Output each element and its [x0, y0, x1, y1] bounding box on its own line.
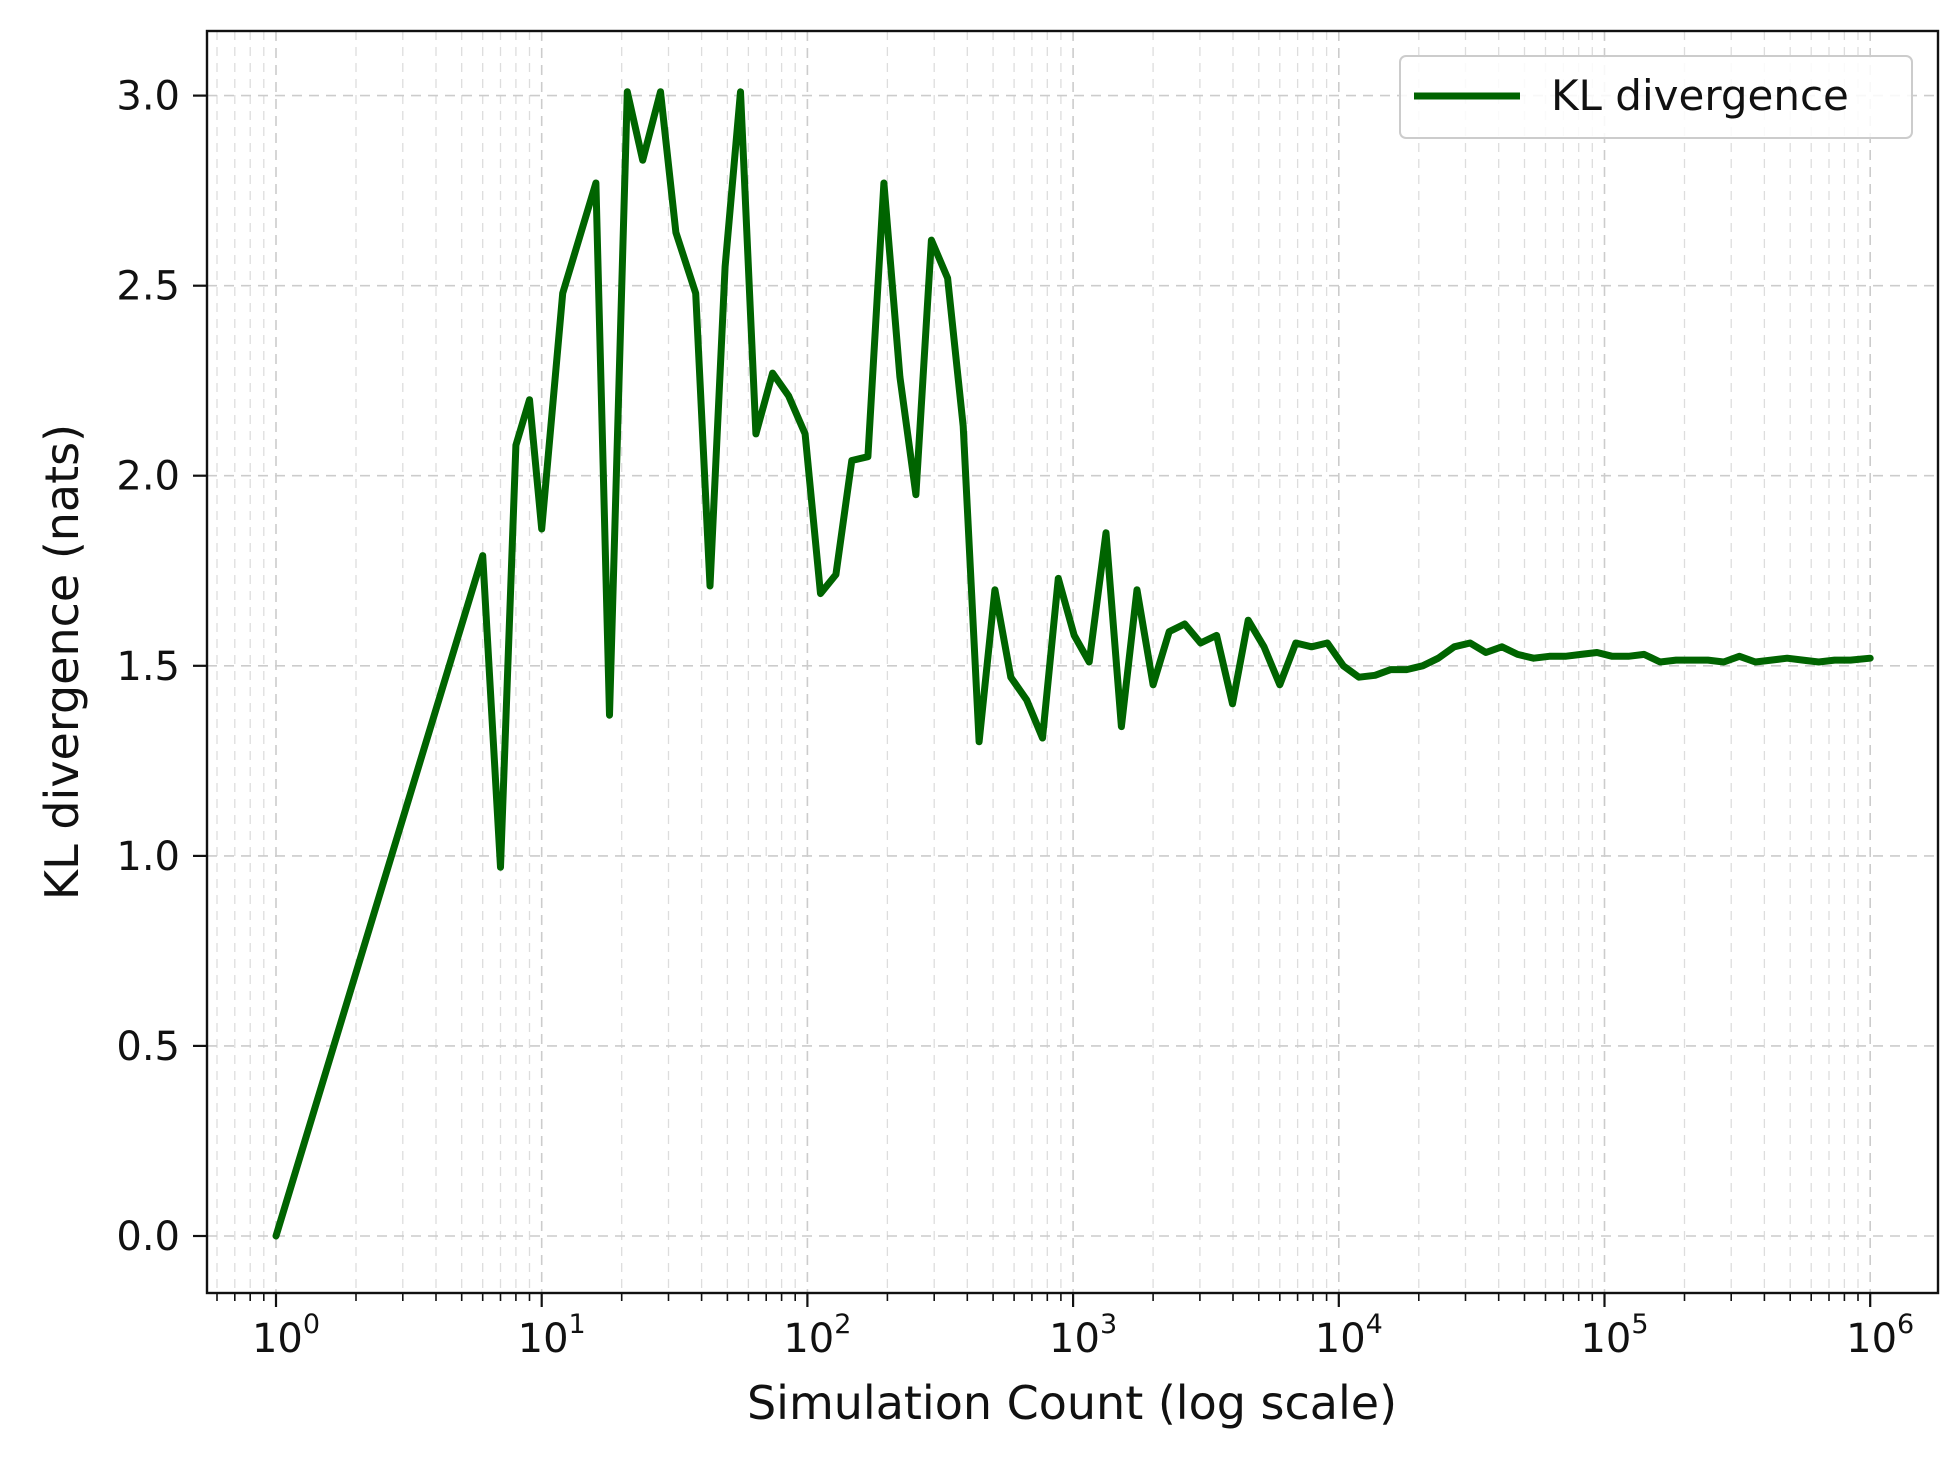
y-tick-label: 3.0 — [116, 74, 180, 120]
x-tick-label: 106 — [1846, 1309, 1914, 1362]
x-tick-label: 102 — [783, 1309, 851, 1362]
series-layer — [272, 88, 1874, 1240]
x-tick-label: 100 — [252, 1309, 320, 1362]
y-axis-label: KL divergence (nats) — [35, 424, 89, 900]
y-tick-label: 1.5 — [116, 644, 180, 690]
series-line-kl-divergence — [272, 88, 1874, 1240]
y-tick-label: 2.5 — [116, 264, 180, 310]
x-tick-label: 101 — [518, 1309, 586, 1362]
tick-marks — [193, 94, 1872, 1307]
x-axis-label: Simulation Count (log scale) — [747, 1376, 1397, 1430]
x-tick-label: 104 — [1315, 1309, 1383, 1362]
legend-label-kl-divergence: KL divergence — [1551, 71, 1849, 120]
y-tick-label: 0.0 — [116, 1214, 180, 1260]
x-tick-labels: 100 101 102 103 104 105 106 — [252, 1309, 1914, 1362]
y-tick-label: 0.5 — [116, 1024, 180, 1070]
x-tick-label: 105 — [1580, 1309, 1648, 1362]
y-tick-label: 2.0 — [116, 454, 180, 500]
legend: KL divergence — [1399, 55, 1913, 139]
y-tick-label: 1.0 — [116, 834, 180, 880]
y-tick-labels: 0.0 0.5 1.0 1.5 2.0 2.5 3.0 — [116, 74, 180, 1260]
x-tick-label: 103 — [1049, 1309, 1117, 1362]
legend-frame — [1399, 55, 1913, 139]
